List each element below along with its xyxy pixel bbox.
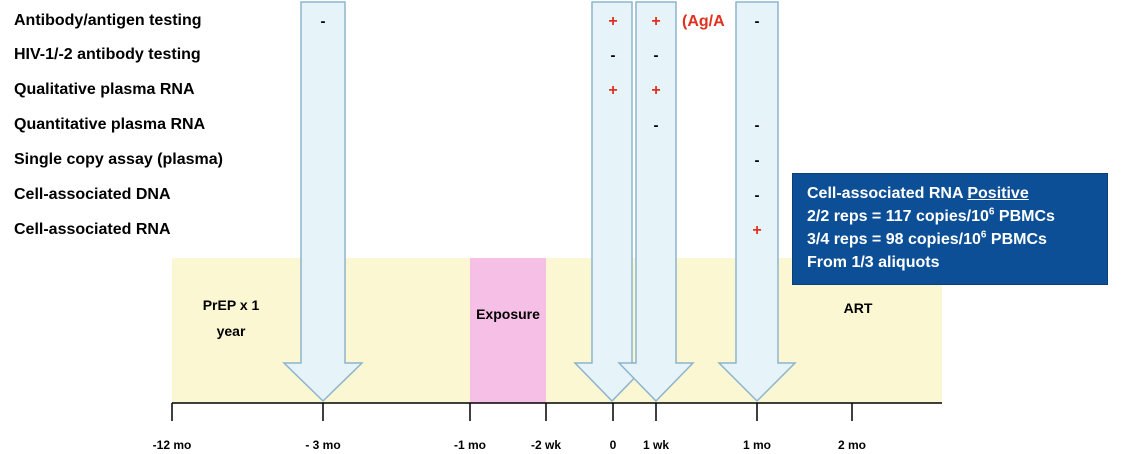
callout-line-3: 3/4 reps = 98 copies/106 PBMCs bbox=[807, 228, 1107, 251]
positive-result-marker: + bbox=[608, 82, 617, 99]
prep-period-label-line2: year bbox=[217, 323, 246, 339]
callout-line-2-exponent: 6 bbox=[988, 206, 995, 218]
test-label: Quantitative plasma RNA bbox=[14, 116, 206, 133]
callout-line-3-suffix: PBMCs bbox=[986, 231, 1047, 248]
timeline-tick-label: -1 mo bbox=[454, 438, 486, 452]
negative-result-marker: - bbox=[654, 117, 659, 134]
positive-result-marker: + bbox=[752, 222, 761, 239]
test-label: Cell-associated DNA bbox=[14, 186, 171, 203]
timepoint-arrows bbox=[282, 1, 797, 403]
callout-title: Cell-associated RNA Positive bbox=[807, 182, 1107, 205]
positive-result-marker: + bbox=[651, 13, 660, 30]
timeline-ticks: -12 mo - 3 mo -1 mo -2 wk 0 1 wk 1 mo 2 mo bbox=[153, 403, 866, 452]
timeline-tick-label: 0 bbox=[610, 438, 617, 452]
exposure-period-label: Exposure bbox=[476, 306, 540, 322]
callout-line-2-suffix: PBMCs bbox=[994, 208, 1055, 225]
callout-line-3-prefix: 3/4 reps = 98 copies/10 bbox=[807, 231, 981, 248]
timepoint-arrow bbox=[573, 1, 651, 403]
test-label: Cell-associated RNA bbox=[14, 221, 171, 238]
negative-result-marker: - bbox=[654, 47, 659, 64]
timeline-tick-label: 1 mo bbox=[743, 438, 771, 452]
result-markers: - + - + + - + - - - - - + bbox=[321, 13, 762, 239]
callout-title-emphasis: Positive bbox=[967, 185, 1029, 202]
callout-line-2: 2/2 reps = 117 copies/106 PBMCs bbox=[807, 205, 1107, 228]
callout-title-text: Cell-associated RNA bbox=[807, 185, 963, 202]
negative-result-marker: - bbox=[755, 152, 760, 169]
test-label: Single copy assay (plasma) bbox=[14, 151, 223, 168]
timepoint-arrow bbox=[282, 1, 364, 403]
negative-result-marker: - bbox=[321, 13, 326, 30]
art-period-label: ART bbox=[844, 300, 873, 316]
test-labels: Antibody/antigen testing HIV-1/-2 antibo… bbox=[14, 12, 223, 238]
exposure-period-region bbox=[470, 258, 546, 403]
callout-line-4: From 1/3 aliquots bbox=[807, 254, 940, 271]
callout-line-2-prefix: 2/2 reps = 117 copies/10 bbox=[807, 208, 989, 225]
timepoint-arrow bbox=[717, 1, 797, 403]
timeline-tick-label: 1 wk bbox=[643, 438, 669, 452]
negative-result-marker: - bbox=[755, 187, 760, 204]
timepoint-arrow bbox=[617, 1, 695, 403]
timeline-tick-label: -12 mo bbox=[153, 438, 192, 452]
negative-result-marker: - bbox=[755, 117, 760, 134]
cell-associated-rna-callout: Cell-associated RNA Positive 2/2 reps = … bbox=[792, 173, 1108, 285]
negative-result-marker: - bbox=[755, 13, 760, 30]
prep-period-label-line1: PrEP x 1 bbox=[203, 297, 260, 313]
test-label: Qualitative plasma RNA bbox=[14, 81, 195, 98]
positive-result-marker: + bbox=[608, 13, 617, 30]
positive-result-marker: + bbox=[651, 82, 660, 99]
test-label: HIV-1/-2 antibody testing bbox=[14, 46, 201, 63]
ag-ab-note: (Ag/A bbox=[682, 13, 725, 30]
timeline-tick-label: - 3 mo bbox=[305, 438, 340, 452]
timeline-tick-label: 2 mo bbox=[838, 438, 866, 452]
test-label: Antibody/antigen testing bbox=[14, 12, 202, 29]
negative-result-marker: - bbox=[611, 47, 616, 64]
callout-line-3-exponent: 6 bbox=[980, 229, 987, 241]
timeline-tick-label: -2 wk bbox=[531, 438, 561, 452]
